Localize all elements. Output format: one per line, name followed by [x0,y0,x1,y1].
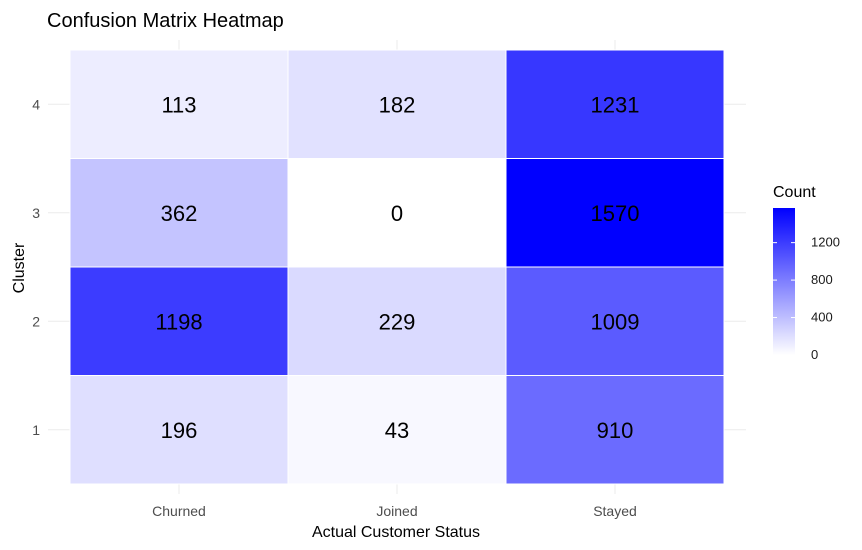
color-legend: Count 0 400 800 1200 [773,184,840,362]
legend-title: Count [773,184,816,201]
y-axis-title: Cluster [11,242,28,293]
chart-title: Confusion Matrix Heatmap [47,10,284,32]
cell-value-label: 362 [161,201,198,226]
cell-value-label: 1009 [591,309,640,334]
heatmap-cell [505,266,725,376]
y-tick-label: 2 [32,313,40,329]
cell-value-label: 43 [385,418,409,443]
cell-value-label: 0 [391,201,403,226]
cell-value-labels: 196 43 910 1198 229 1009 362 0 1570 113 182 1231 [155,92,639,443]
x-tick-label: Churned [152,503,206,519]
cell-value-label: 1570 [591,201,640,226]
heatmap-cell [287,266,507,376]
legend-tick-label: 0 [811,347,818,362]
cell-value-label: 113 [161,92,196,117]
heatmap-cell [69,266,289,376]
cell-value-label: 229 [379,309,416,334]
x-tick-label: Joined [376,503,417,519]
y-tick-label: 3 [32,205,40,221]
cell-value-label: 1198 [155,309,202,334]
heatmap-cell [287,49,507,159]
legend-tick-label: 800 [811,272,833,287]
y-axis-ticks: 1 2 3 4 [32,96,40,438]
cell-value-label: 196 [161,418,198,443]
heatmap-cell [287,375,507,485]
heatmap-cell [69,49,289,159]
legend-color-bar [773,208,795,355]
heatmap-cell [69,375,289,485]
legend-tick-label: 1200 [811,235,840,250]
y-tick-label: 1 [32,422,40,438]
heatmap-cell [505,158,725,268]
x-axis-title: Actual Customer Status [312,524,480,541]
cell-value-label: 182 [379,92,416,117]
legend-tick-label: 400 [811,310,833,325]
cell-value-label: 1231 [591,92,640,117]
cell-value-label: 910 [597,418,634,443]
heatmap-cell [505,49,725,159]
heatmap-cell [69,158,289,268]
heatmap-cell [287,158,507,268]
x-axis-ticks: Churned Joined Stayed [152,503,637,519]
heatmap-cell [505,375,725,485]
x-tick-label: Stayed [593,503,637,519]
y-tick-label: 4 [32,96,40,112]
heatmap-cells [69,49,725,485]
